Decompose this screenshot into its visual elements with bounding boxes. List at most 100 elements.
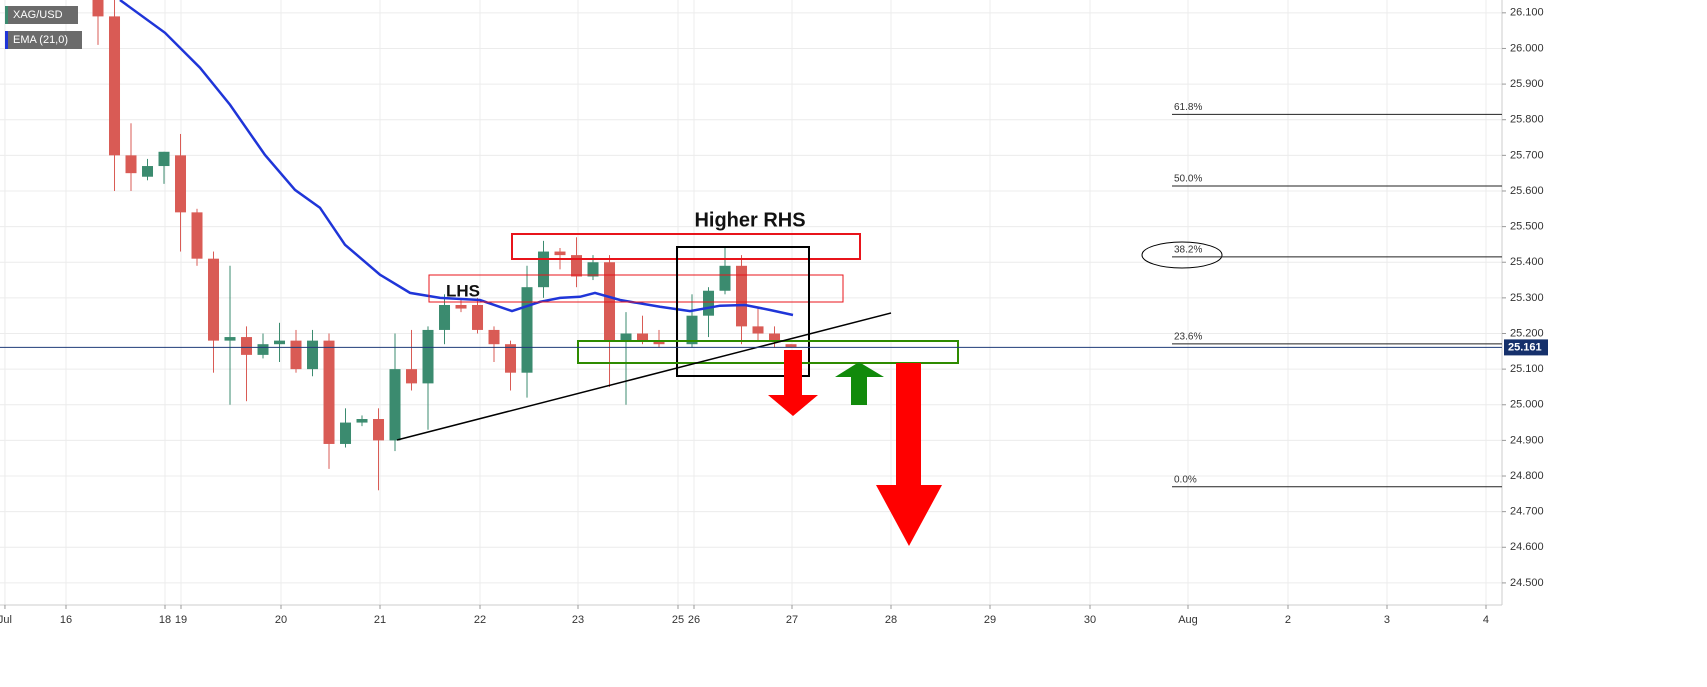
arrow-shaft xyxy=(784,350,802,395)
candle-body xyxy=(736,265,748,327)
y-tick-label: 24.900 xyxy=(1510,434,1544,446)
x-tick-label: 3 xyxy=(1384,614,1390,626)
x-tick-label: 26 xyxy=(688,614,700,626)
x-tick-label: Jul xyxy=(0,614,12,626)
y-tick-label: 25.100 xyxy=(1510,363,1544,375)
legend: XAG/USD EMA (21,0) xyxy=(5,6,82,49)
candle-body xyxy=(158,151,170,167)
candle-body xyxy=(191,212,203,259)
candle-body xyxy=(620,333,632,341)
arrow-shaft xyxy=(851,377,867,405)
trendline xyxy=(396,312,892,441)
y-tick-label: 25.800 xyxy=(1510,114,1544,126)
x-tick-label: Aug xyxy=(1178,614,1198,626)
y-tick-label: 24.600 xyxy=(1510,541,1544,553)
candle-body xyxy=(752,326,764,334)
drawings xyxy=(396,233,1223,546)
arrow-shaft xyxy=(896,363,921,485)
x-tick-label: 28 xyxy=(885,614,897,626)
x-tick-label: 19 xyxy=(175,614,187,626)
candle-body xyxy=(538,251,550,288)
x-tick-label: 27 xyxy=(786,614,798,626)
candle-body xyxy=(521,287,533,373)
candle-body xyxy=(653,340,665,345)
annotation: Higher RHS xyxy=(694,209,805,231)
candle-body xyxy=(323,340,335,444)
price-label: 25.161 xyxy=(1508,341,1542,353)
y-tick-label: 25.300 xyxy=(1510,292,1544,304)
candle-body xyxy=(686,315,698,345)
candle-body xyxy=(274,340,286,345)
y-tick-label: 26.100 xyxy=(1510,7,1544,19)
plot xyxy=(92,0,797,491)
x-tick-label: 29 xyxy=(984,614,996,626)
candle-body xyxy=(455,304,467,309)
y-tick-label: 25.600 xyxy=(1510,185,1544,197)
candle-body xyxy=(472,304,484,330)
x-tick-label: 4 xyxy=(1483,614,1489,626)
candle-body xyxy=(554,251,566,256)
y-tick-label: 25.500 xyxy=(1510,221,1544,233)
x-tick-label: 2 xyxy=(1285,614,1291,626)
candle-body xyxy=(257,344,269,355)
candle-body xyxy=(769,333,781,341)
y-tick-label: 25.400 xyxy=(1510,256,1544,268)
candle-body xyxy=(422,329,434,384)
support-box xyxy=(577,340,959,364)
arrow-head xyxy=(876,485,942,546)
y-tick-label: 26.000 xyxy=(1510,42,1544,54)
candle-body xyxy=(488,329,500,345)
candle-body xyxy=(505,344,517,373)
fib-label: 50.0% xyxy=(1174,174,1202,185)
arrow-head xyxy=(768,395,818,416)
candle-body xyxy=(389,369,401,441)
candle-body xyxy=(142,166,154,177)
candle-body xyxy=(719,265,731,291)
price-badge xyxy=(1504,339,1548,356)
candle-body xyxy=(571,255,583,277)
x-tick-label: 22 xyxy=(474,614,486,626)
arrow-head xyxy=(835,362,884,377)
candle-body xyxy=(241,337,253,355)
annotation: LHS xyxy=(446,281,480,300)
candle-body xyxy=(356,419,368,423)
fib-label: 23.6% xyxy=(1174,331,1202,342)
legend-swatch xyxy=(5,6,8,24)
legend-box xyxy=(5,31,82,49)
fib-label: 0.0% xyxy=(1174,474,1197,485)
y-tick-label: 24.700 xyxy=(1510,506,1544,518)
legend-box xyxy=(5,6,78,24)
y-tick-label: 24.500 xyxy=(1510,577,1544,589)
shoulder-box xyxy=(428,274,844,303)
candle-body xyxy=(439,304,451,330)
x-tick-label: 20 xyxy=(275,614,287,626)
legend-label: XAG/USD xyxy=(13,9,63,21)
candle-body xyxy=(109,16,121,156)
candle-body xyxy=(340,422,352,444)
candle-body xyxy=(406,369,418,384)
candle-body xyxy=(604,262,616,341)
x-tick-label: 16 xyxy=(60,614,72,626)
candle-body xyxy=(587,262,599,277)
x-tick-label: 23 xyxy=(572,614,584,626)
candle-body xyxy=(125,155,137,174)
x-tick-label: 25 xyxy=(672,614,684,626)
candle-body xyxy=(307,340,319,370)
legend-swatch xyxy=(5,31,8,49)
rhs-box xyxy=(676,246,810,377)
fib-label: 38.2% xyxy=(1174,245,1202,256)
resistance-box xyxy=(511,233,861,260)
y-tick-label: 24.800 xyxy=(1510,470,1544,482)
candle-body xyxy=(175,155,187,213)
candle-body xyxy=(785,344,797,348)
y-tick-label: 25.700 xyxy=(1510,149,1544,161)
candle-body xyxy=(637,333,649,341)
x-tick-label: 30 xyxy=(1084,614,1096,626)
legend-label: EMA (21,0) xyxy=(13,34,68,46)
fib-label: 61.8% xyxy=(1174,102,1202,113)
candle-body xyxy=(703,290,715,316)
candle-body xyxy=(224,337,236,341)
y-tick-label: 25.000 xyxy=(1510,399,1544,411)
candle-body xyxy=(290,340,302,370)
